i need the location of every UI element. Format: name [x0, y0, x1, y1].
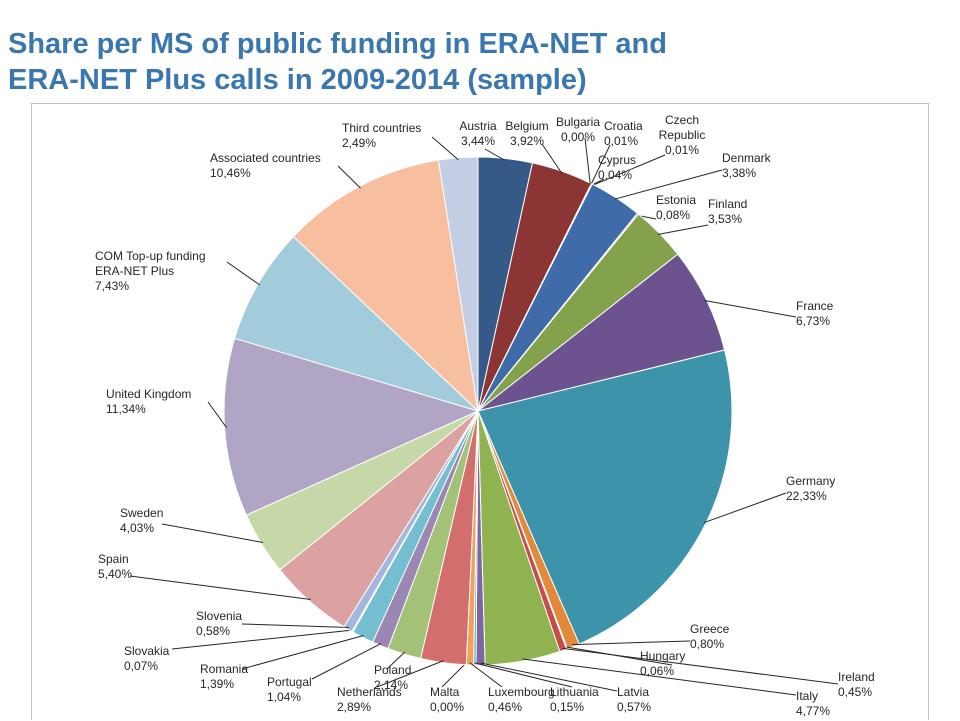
leader-line-germany — [703, 492, 787, 524]
slice-label-romania: Romania 1,39% — [200, 662, 248, 691]
slice-label-slovenia: Slovenia 0,58% — [196, 609, 242, 638]
leader-line-czech-republic — [591, 154, 666, 187]
pie-slice-third-countries — [437, 156, 479, 412]
leader-line-ireland — [562, 647, 839, 685]
pie-slice-united-kingdom — [223, 337, 480, 516]
slice-label-france: France 6,73% — [796, 299, 834, 328]
leader-line-lithuania — [474, 662, 573, 688]
slice-label-italy: Italy 4,77% — [796, 689, 830, 718]
slice-label-belgium: Belgium 3,92% — [505, 119, 548, 148]
slice-label-netherlands: Netherlands 2,89% — [337, 685, 402, 714]
pie-slice-associated-countries — [292, 159, 479, 413]
leader-line-third-countries — [431, 136, 459, 161]
slice-label-finland: Finland 3,53% — [708, 197, 747, 226]
slice-label-com-top-up-funding-era-net-plus: COM Top-up funding ERA-NET Plus 7,43% — [95, 249, 206, 293]
leader-line-sweden — [161, 523, 264, 543]
leader-line-portugal — [311, 643, 382, 680]
slice-label-sweden: Sweden 4,03% — [120, 506, 163, 535]
slice-label-lithuania: Lithuania 0,15% — [550, 685, 599, 714]
slice-label-austria: Austria 3,44% — [459, 119, 497, 148]
leader-line-romania — [241, 635, 364, 670]
slice-label-united-kingdom: United Kingdom 11,34% — [106, 387, 191, 416]
slice-label-luxembourg: Luxembourg 0,46% — [488, 685, 555, 714]
slice-label-latvia: Latvia 0,57% — [617, 685, 651, 714]
leader-line-spain — [129, 575, 311, 600]
slice-label-czech-republic: Czech Republic 0,01% — [659, 113, 706, 157]
leader-line-austria — [484, 148, 506, 161]
slide-title-line-2: ERA-NET Plus calls in 2009-2014 (sample) — [8, 64, 587, 96]
leader-line-united-kingdom — [207, 401, 228, 428]
slice-label-denmark: Denmark 3,38% — [722, 151, 772, 180]
slice-label-croatia: Croatia 0,01% — [604, 119, 643, 148]
leader-line-france — [704, 300, 797, 318]
slice-label-poland: Poland 2,14% — [374, 663, 411, 692]
slice-label-slovakia: Slovakia 0,07% — [124, 644, 170, 673]
leader-line-slovenia — [241, 623, 350, 628]
slide-title-line-1: Share per MS of public funding in ERA-NE… — [8, 28, 667, 60]
leader-line-luxembourg — [469, 662, 503, 688]
leader-line-bulgaria — [584, 137, 591, 186]
slice-label-associated-countries: Associated countries 10,46% — [210, 151, 321, 180]
slice-label-estonia: Estonia 0,08% — [656, 193, 696, 222]
slice-label-malta: Malta 0,00% — [430, 685, 464, 714]
slice-label-cyprus: Cyprus 0,04% — [598, 153, 636, 182]
leader-line-latvia — [480, 662, 618, 692]
chart-frame: Austria 3,44% Belgium 3,92% Bulgaria 0,00% Cro… — [31, 103, 929, 720]
pie-slice-france — [477, 253, 726, 412]
slice-label-bulgaria: Bulgaria 0,00% — [556, 115, 600, 144]
leader-line-greece — [572, 640, 691, 646]
slice-label-germany: Germany 22,33% — [786, 474, 835, 503]
leader-line-poland — [386, 651, 406, 670]
pie-chart: Austria 3,44% Belgium 3,92% Bulgaria 0,00%Cro… — [95, 113, 875, 718]
leader-line-finland — [657, 224, 709, 235]
leader-line-denmark — [614, 169, 723, 200]
leader-line-croatia — [590, 144, 611, 186]
leader-line-slovakia — [171, 629, 354, 650]
leader-line-com-top-up-funding-era-net-plus — [226, 261, 261, 286]
slice-label-portugal: Portugal 1,04% — [267, 675, 312, 704]
leader-line-associated-countries — [337, 165, 361, 189]
leader-line-malta — [441, 662, 467, 688]
slice-label-third-countries: Third countries 2,49% — [342, 121, 421, 150]
slice-label-ireland: Ireland 0,45% — [838, 670, 875, 699]
slide-title: Share per MS of public funding in ERA-NE… — [8, 26, 908, 98]
slice-label-spain: Spain 5,40% — [98, 552, 132, 581]
leader-line-belgium — [541, 143, 563, 174]
pie-slice-germany — [477, 349, 733, 645]
slice-label-greece: Greece 0,80% — [690, 622, 730, 651]
leader-line-italy — [522, 658, 797, 696]
leader-line-netherlands — [376, 660, 444, 688]
